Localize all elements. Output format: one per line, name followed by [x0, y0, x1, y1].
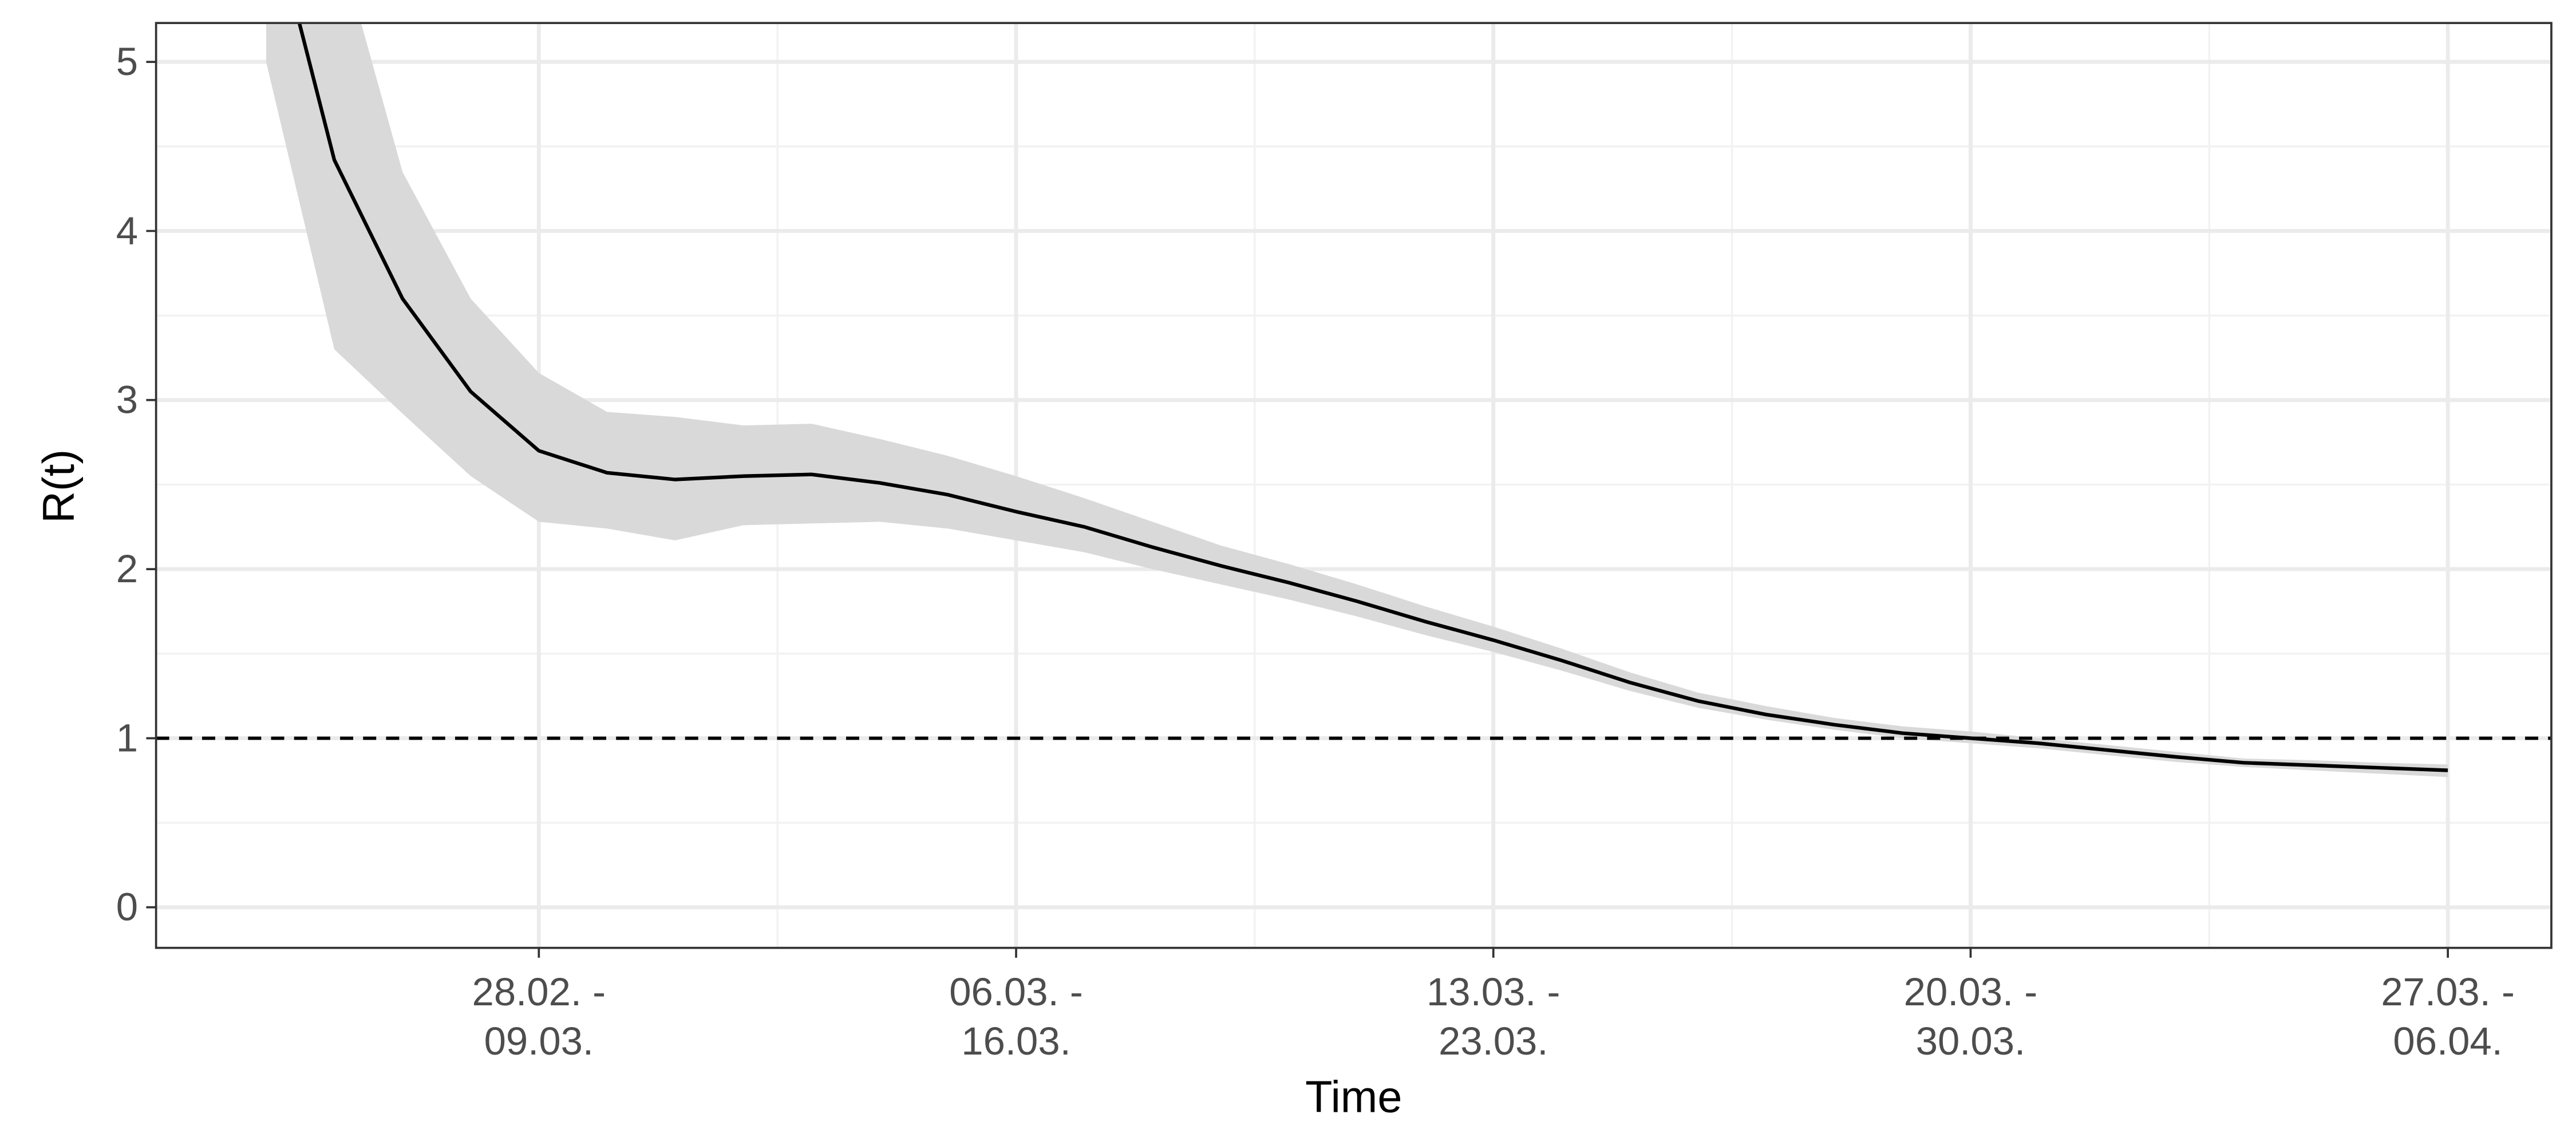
y-tick-label: 3 — [116, 378, 138, 422]
y-axis-title: R(t) — [34, 449, 84, 523]
y-tick-label: 0 — [116, 885, 138, 929]
x-axis-title: Time — [1305, 1073, 1402, 1122]
x-tick-label: 27.03. -06.04. — [2381, 970, 2515, 1063]
y-tick-label: 2 — [116, 547, 138, 591]
x-tick-label: 06.03. -16.03. — [949, 970, 1083, 1063]
y-tick-label: 4 — [116, 208, 138, 252]
plot-area — [156, 23, 2551, 777]
estimate-line — [297, 23, 2448, 772]
y-tick-label: 5 — [116, 40, 138, 84]
x-tick-label: 28.02. -09.03. — [472, 970, 606, 1063]
x-tick-label: 20.03. -30.03. — [1904, 970, 2038, 1063]
panel-border — [155, 22, 2553, 949]
x-tick-label: 13.03. -23.03. — [1427, 970, 1560, 1063]
y-tick-label: 1 — [116, 716, 138, 760]
